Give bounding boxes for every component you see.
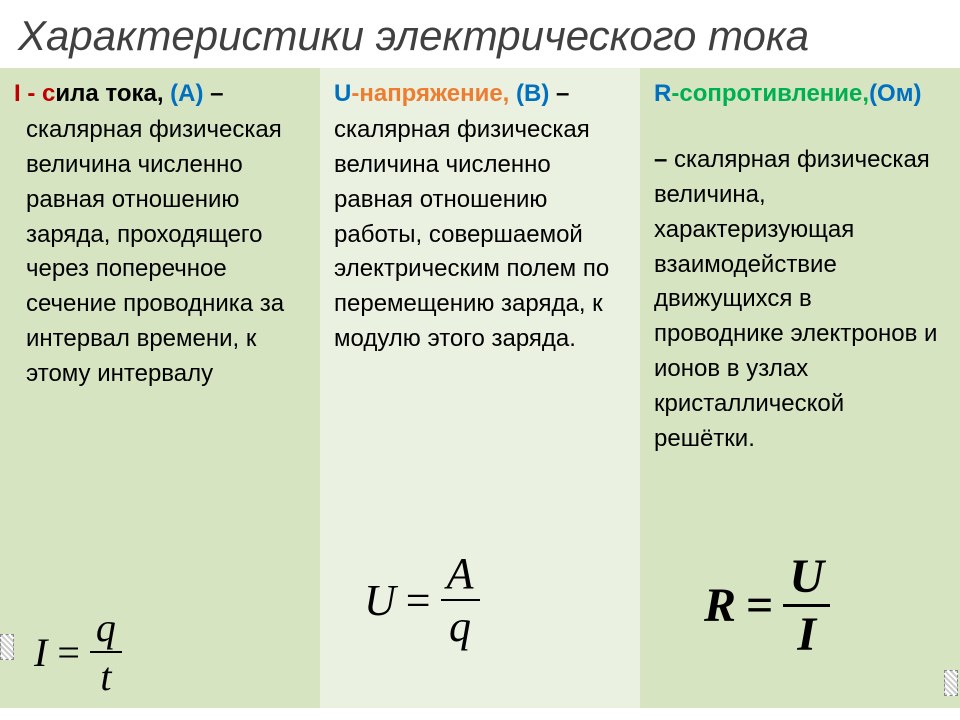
col1-definition: скалярная физическая величина численно р… bbox=[14, 113, 306, 391]
f2-den: q bbox=[443, 601, 477, 652]
formula-voltage: U = A q bbox=[364, 548, 480, 652]
f2-fraction: A q bbox=[441, 548, 480, 652]
col3-def-text: скалярная физическая величина, характери… bbox=[654, 146, 937, 451]
title-text: Характеристики электрического тока bbox=[18, 12, 809, 59]
spacer bbox=[654, 113, 946, 143]
col1-dash: – bbox=[204, 80, 224, 107]
col2-header: U-напряжение, (В) – bbox=[334, 78, 626, 109]
f1-lhs: I bbox=[34, 629, 47, 676]
col3-name-rest: сопротивление, bbox=[679, 80, 869, 107]
col1-name-rest: ила тока, bbox=[55, 80, 170, 107]
col3-definition: – скалярная физическая величина, характе… bbox=[654, 143, 946, 456]
f1-den: t bbox=[94, 653, 117, 700]
resize-handle-icon bbox=[944, 670, 958, 696]
equals-sign: = bbox=[57, 629, 80, 676]
column-current: I - сила тока, (А) – скалярная физическа… bbox=[0, 68, 320, 708]
f1-fraction: q t bbox=[90, 604, 122, 700]
col2-dash: – bbox=[549, 80, 569, 107]
col2-symbol: U bbox=[334, 80, 351, 107]
f2-lhs: U bbox=[364, 575, 396, 626]
col1-unit: (А) bbox=[170, 80, 203, 107]
col2-name-rest: напряжение, bbox=[359, 80, 516, 107]
f2-num: A bbox=[441, 548, 480, 599]
col3-header: R-сопротивление,(Ом) bbox=[654, 78, 946, 109]
f3-fraction: U I bbox=[783, 549, 830, 662]
column-resistance: R-сопротивление,(Ом) – скалярная физичес… bbox=[640, 68, 960, 708]
equals-sign: = bbox=[746, 578, 773, 633]
page-title: Характеристики электрического тока bbox=[0, 0, 960, 68]
equals-sign: = bbox=[406, 575, 431, 626]
formula-current: I = q t bbox=[34, 604, 122, 700]
resize-handle-icon bbox=[0, 634, 14, 660]
f3-num: U bbox=[783, 549, 830, 604]
column-voltage: U-напряжение, (В) – скалярная физическая… bbox=[320, 68, 640, 708]
f1-num: q bbox=[90, 604, 122, 651]
col3-dash: – bbox=[654, 146, 674, 173]
columns-container: I - сила тока, (А) – скалярная физическа… bbox=[0, 68, 960, 708]
formula-resistance: R = U I bbox=[704, 549, 830, 662]
f3-den: I bbox=[791, 607, 822, 662]
col2-definition: скалярная физическая величина численно р… bbox=[334, 113, 626, 357]
f3-lhs: R bbox=[704, 578, 736, 633]
col1-symbol: I bbox=[14, 80, 21, 107]
col3-unit: (Ом) bbox=[869, 80, 921, 107]
col1-name-prefix: - с bbox=[21, 80, 56, 107]
col2-unit: (В) bbox=[516, 80, 549, 107]
col3-symbol: R bbox=[654, 80, 671, 107]
col1-header: I - сила тока, (А) – bbox=[14, 78, 306, 109]
